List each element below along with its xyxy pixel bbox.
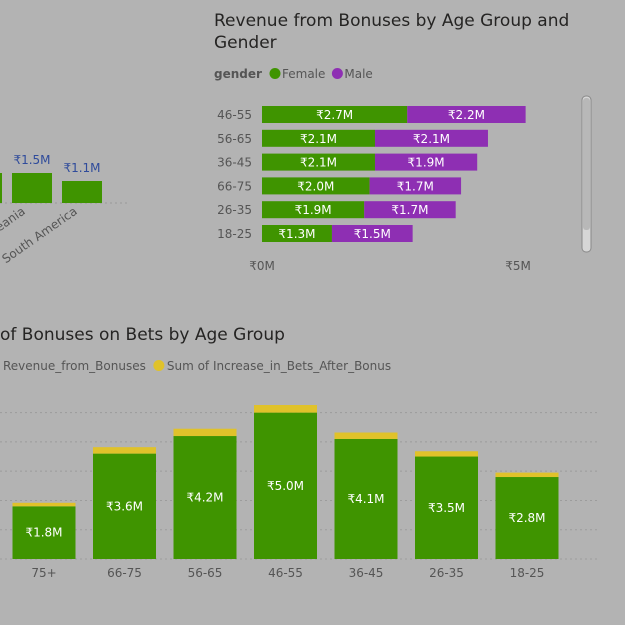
revenue-bar [12, 506, 76, 559]
bets-increase-bar [495, 472, 559, 478]
age-tick-label: 18-25 [217, 227, 252, 241]
legend-label: Revenue_from_Bonuses [3, 359, 146, 373]
age-gender-chart: gender Female Male 46-55 ₹2.7M ₹2.2M 56-65 ₹2.1… [214, 67, 531, 273]
bar-value-label: ₹2.1M [413, 132, 450, 146]
region-bar-label: ₹1.1M [63, 161, 100, 175]
male-bar [331, 225, 413, 242]
bar-value-label: ₹2.1M [300, 156, 337, 170]
revenue-bar [495, 477, 559, 559]
female-bar [262, 153, 375, 171]
chart-title-line-1: Revenue from Bonuses by Age Group and Gen… [214, 11, 569, 53]
chart-title-text-2: Gender [214, 33, 277, 53]
bar-value-label: ₹1.5M [354, 227, 391, 241]
bar-value-label: ₹4.2M [186, 491, 223, 505]
age-tick-label: 36-45 [217, 156, 252, 170]
bar-value-label: ₹2.8M [508, 511, 545, 525]
bottom-chart-title: of Bonuses on Bets by Age Group [0, 325, 285, 345]
x-tick-label: ₹5M [505, 259, 531, 273]
bar-value-label: ₹3.6M [106, 499, 143, 513]
legend-marker [269, 68, 281, 79]
region-bar [62, 181, 102, 203]
region-tick-label: eania [0, 204, 28, 234]
female-bar [262, 129, 375, 147]
age-tick-label: 66-75 [217, 179, 252, 193]
bar-value-label: ₹5.0M [267, 479, 304, 493]
male-bar [407, 106, 526, 123]
female-bar [262, 201, 365, 219]
bar-value-label: ₹1.8M [25, 526, 62, 540]
bets-increase-bar [254, 405, 317, 413]
bets-increase-bar [415, 451, 478, 457]
bar-value-label: ₹1.3M [278, 227, 315, 241]
age-tick-label: 46-55 [268, 566, 303, 580]
revenue-bar [415, 456, 478, 559]
male-bar [374, 153, 478, 171]
female-bar [262, 177, 370, 195]
bets-increase-bar [12, 502, 76, 507]
age-tick-label: 26-35 [429, 566, 464, 580]
male-bar [374, 129, 488, 147]
scrollbar-thumb[interactable] [583, 98, 590, 230]
female-bar [262, 106, 408, 123]
age-tick-label: 75+ [31, 566, 56, 580]
bar-value-label: ₹1.9M [295, 203, 332, 217]
bets-increase-bar [334, 432, 398, 439]
bar-value-label: ₹2.2M [448, 108, 485, 122]
male-bar [364, 201, 456, 219]
age-tick-label: 36-45 [349, 566, 384, 580]
bar-value-label: ₹1.7M [391, 203, 428, 217]
legend-label: Sum of Increase_in_Bets_After_Bonus [167, 359, 391, 373]
revenue-bar [254, 412, 317, 559]
region-bar-label: ₹1.5M [13, 153, 50, 167]
region-bar [12, 173, 52, 203]
age-tick-label: 46-55 [217, 108, 252, 122]
x-tick-label: ₹0M [249, 259, 275, 273]
revenue-bar [93, 453, 156, 559]
legend-label: Male [344, 67, 372, 81]
region-bar-cropped [0, 173, 2, 203]
bar-value-label: ₹1.9M [408, 156, 445, 170]
male-bar [369, 177, 462, 195]
age-tick-label: 66-75 [107, 566, 142, 580]
bar-value-label: ₹2.1M [300, 132, 337, 146]
legend-title: gender [214, 67, 262, 81]
age-tick-label: 18-25 [510, 566, 545, 580]
age-tick-label: 56-65 [188, 566, 223, 580]
bar-value-label: ₹3.5M [428, 501, 465, 515]
age-tick-label: 56-65 [217, 132, 252, 146]
revenue-bar [173, 436, 237, 559]
bets-increase-bar [93, 447, 156, 454]
revenue-bar [334, 438, 398, 559]
legend-marker [331, 68, 343, 79]
bar-value-label: ₹2.0M [297, 179, 334, 193]
bar-value-label: ₹2.7M [316, 108, 353, 122]
age-tick-label: 26-35 [217, 203, 252, 217]
bar-value-label: ₹1.7M [397, 179, 434, 193]
bar-value-label: ₹4.1M [347, 492, 384, 506]
bets-increase-bar [173, 428, 237, 437]
bonus-bets-chart: Revenue_from_Bonuses Sum of Increase_in_B… [0, 359, 600, 580]
legend-label: Female [282, 67, 325, 81]
chart-title-text-1: Revenue from Bonuses by Age Group and [214, 11, 569, 31]
legend-marker [153, 360, 165, 371]
female-bar [262, 225, 332, 242]
